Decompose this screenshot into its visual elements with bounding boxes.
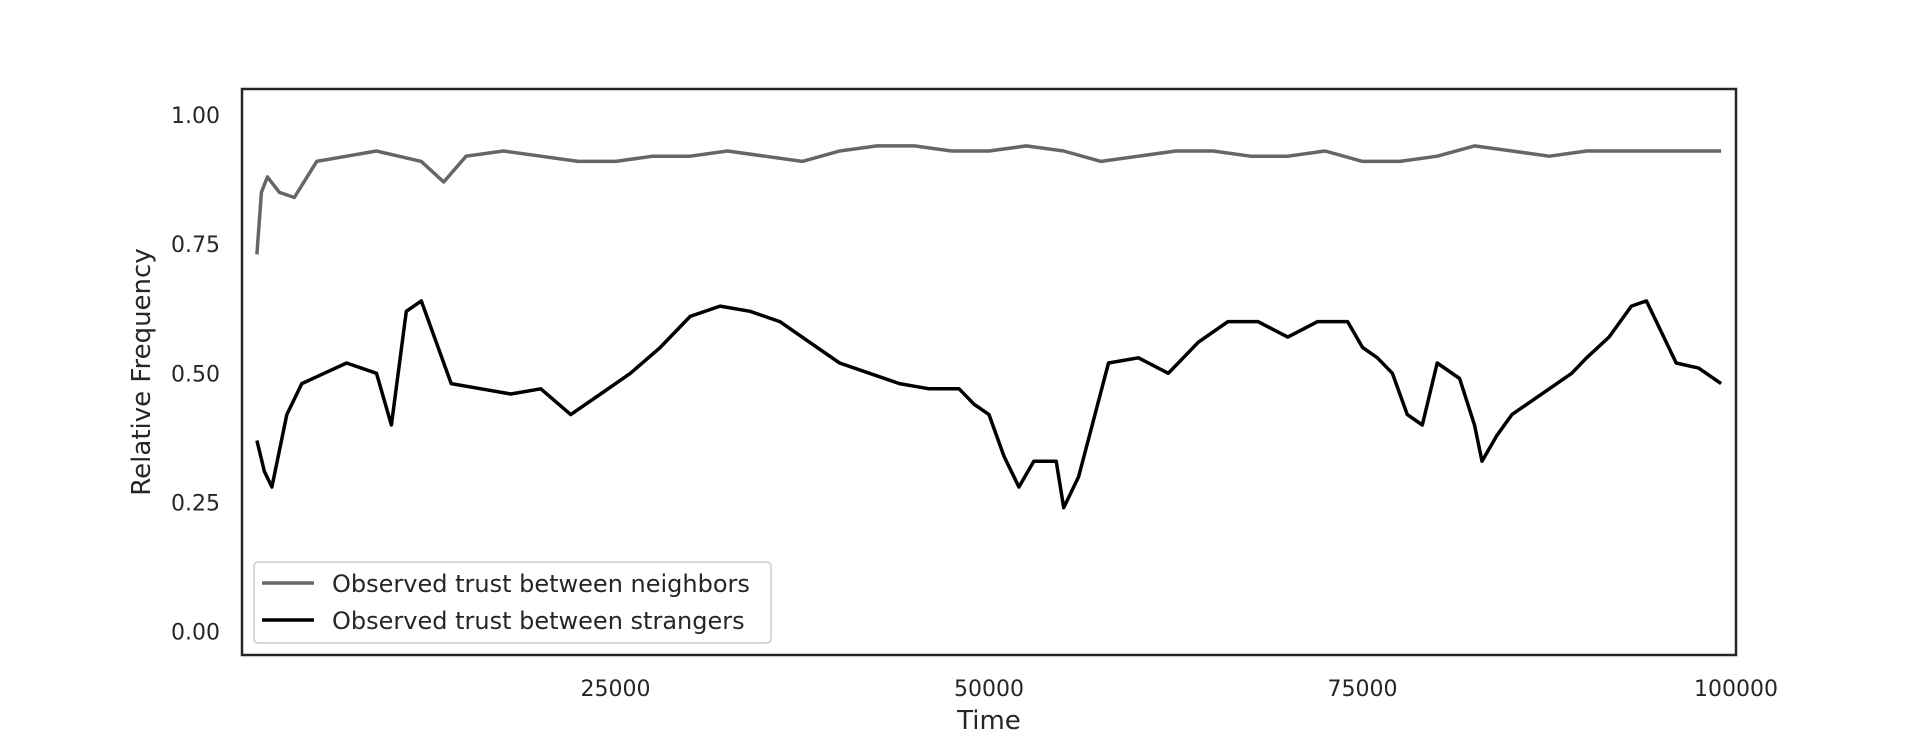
x-tick-labels: 25000 50000 75000 100000 xyxy=(581,677,1778,702)
series-line-neighbors xyxy=(255,144,1722,255)
y-tick-label: 0.00 xyxy=(171,621,220,646)
series-line-strangers xyxy=(255,299,1723,510)
x-tick-label: 100000 xyxy=(1694,677,1778,702)
y-tick-label: 1.00 xyxy=(171,104,220,129)
x-axis-title: Time xyxy=(956,706,1021,734)
plot-frame xyxy=(240,87,1738,657)
legend-box xyxy=(253,561,772,644)
y-tick-label: 0.75 xyxy=(171,233,220,258)
y-tick-label: 0.50 xyxy=(171,362,220,387)
series-layer xyxy=(255,144,1723,510)
legend: Observed trust between neighbors Observe… xyxy=(253,561,772,644)
y-tick-labels: 0.00 0.25 0.50 0.75 1.00 xyxy=(171,104,220,646)
y-axis-title: Relative Frequency xyxy=(127,248,157,495)
legend-label-neighbors: Observed trust between neighbors xyxy=(332,570,750,598)
legend-label-strangers: Observed trust between strangers xyxy=(332,607,745,635)
y-tick-label: 0.25 xyxy=(171,492,220,517)
x-tick-label: 25000 xyxy=(581,677,651,702)
x-tick-label: 75000 xyxy=(1328,677,1398,702)
x-tick-label: 50000 xyxy=(954,677,1024,702)
